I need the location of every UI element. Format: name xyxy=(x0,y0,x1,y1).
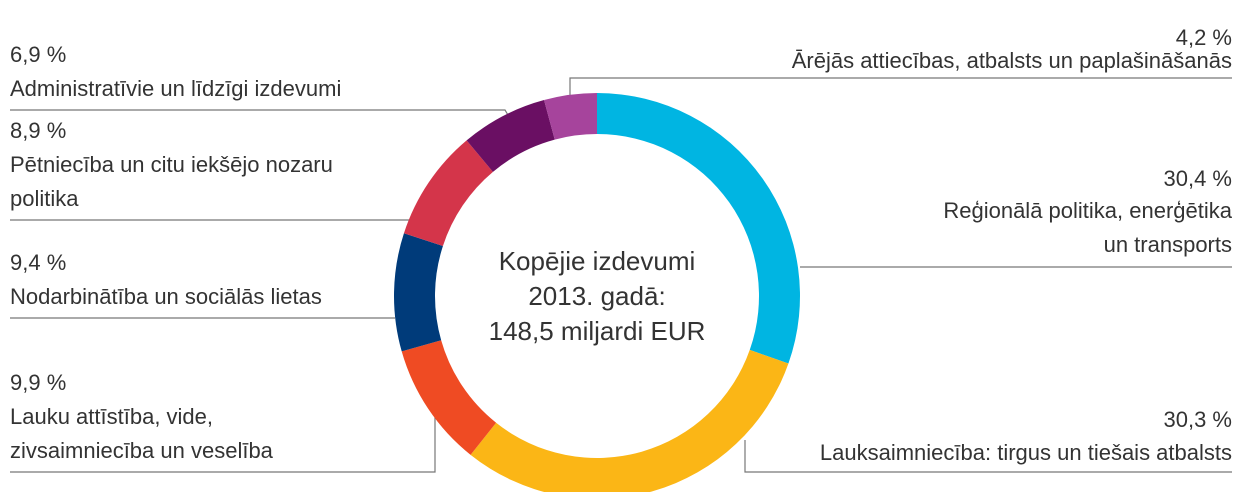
value-label: 6,9 % xyxy=(10,42,66,67)
category-label: Lauku attīstība, vide, xyxy=(10,404,213,429)
donut-segment xyxy=(470,349,789,492)
category-label: Ārējās attiecības, atbalsts un paplašinā… xyxy=(792,48,1232,73)
donut-segment xyxy=(544,93,597,140)
donut-segment xyxy=(394,233,443,352)
value-label: 9,9 % xyxy=(10,370,66,395)
center-text: Kopējie izdevumi xyxy=(499,246,696,276)
leader-line xyxy=(10,109,513,123)
value-label: 4,2 % xyxy=(1176,25,1232,50)
donut-segment xyxy=(597,93,800,364)
category-label: Reģionālā politika, enerģētika xyxy=(943,198,1232,223)
donut-segment xyxy=(401,340,497,455)
leader-line xyxy=(744,440,1232,473)
donut-segment xyxy=(403,140,493,246)
center-text: 148,5 miljardi EUR xyxy=(489,316,706,346)
category-label: Nodarbinātība un sociālās lietas xyxy=(10,284,322,309)
category-label: un transports xyxy=(1104,232,1232,257)
category-label: politika xyxy=(10,186,79,211)
category-label: zivsaimniecība un veselība xyxy=(10,438,274,463)
value-label: 30,4 % xyxy=(1164,166,1233,191)
center-text: 2013. gadā: xyxy=(528,281,665,311)
category-label: Administratīvie un līdzīgi izdevumi xyxy=(10,76,341,101)
donut-segment xyxy=(466,100,555,172)
leader-line xyxy=(10,410,436,473)
category-label: Lauksaimniecība: tirgus un tiešais atbal… xyxy=(820,440,1232,465)
value-label: 8,9 % xyxy=(10,118,66,143)
category-label: Pētniecība un citu iekšējo nozaru xyxy=(10,152,333,177)
leader-line xyxy=(569,77,1232,100)
value-label: 30,3 % xyxy=(1164,407,1233,432)
value-label: 9,4 % xyxy=(10,250,66,275)
